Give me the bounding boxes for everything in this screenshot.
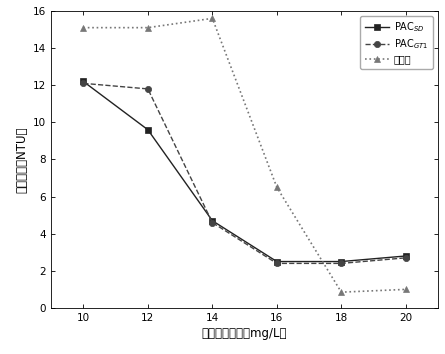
硫酸鋁 bbox=[145, 25, 150, 30]
PAC$_{GT1}$ bbox=[274, 261, 279, 266]
硫酸鋁 bbox=[210, 16, 215, 21]
PAC$_{SD}$ bbox=[403, 254, 409, 258]
X-axis label: 混凝劑投加量（mg/L）: 混凝劑投加量（mg/L） bbox=[202, 327, 287, 340]
PAC$_{SD}$ bbox=[81, 79, 86, 84]
PAC$_{SD}$ bbox=[145, 128, 150, 132]
硫酸鋁 bbox=[403, 287, 409, 291]
硫酸鋁 bbox=[274, 185, 279, 189]
Line: PAC$_{GT1}$: PAC$_{GT1}$ bbox=[80, 80, 409, 267]
Line: 硫酸鋁: 硫酸鋁 bbox=[80, 15, 409, 296]
硫酸鋁 bbox=[339, 290, 344, 294]
PAC$_{GT1}$ bbox=[339, 261, 344, 266]
硫酸鋁 bbox=[81, 25, 86, 30]
PAC$_{SD}$ bbox=[274, 259, 279, 264]
Line: PAC$_{SD}$: PAC$_{SD}$ bbox=[80, 78, 409, 265]
PAC$_{GT1}$ bbox=[403, 256, 409, 260]
PAC$_{GT1}$ bbox=[210, 221, 215, 225]
PAC$_{GT1}$ bbox=[81, 81, 86, 85]
PAC$_{SD}$ bbox=[339, 259, 344, 264]
Legend: PAC$_{SD}$, PAC$_{GT1}$, 硫酸鋁: PAC$_{SD}$, PAC$_{GT1}$, 硫酸鋁 bbox=[360, 16, 433, 69]
PAC$_{SD}$ bbox=[210, 218, 215, 223]
Y-axis label: 剰余浏度（NTU）: 剰余浏度（NTU） bbox=[16, 126, 29, 193]
PAC$_{GT1}$ bbox=[145, 87, 150, 91]
